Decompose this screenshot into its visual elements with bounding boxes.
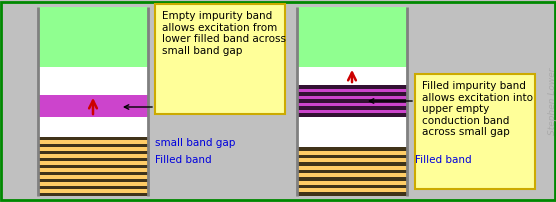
FancyBboxPatch shape: [297, 117, 407, 147]
FancyBboxPatch shape: [297, 8, 407, 68]
FancyBboxPatch shape: [297, 86, 407, 117]
Text: Stephen Lower: Stephen Lower: [548, 67, 556, 135]
FancyBboxPatch shape: [297, 68, 407, 86]
FancyBboxPatch shape: [297, 147, 407, 196]
FancyBboxPatch shape: [297, 93, 407, 96]
Text: small band gap: small band gap: [155, 137, 235, 147]
FancyBboxPatch shape: [38, 144, 148, 148]
FancyBboxPatch shape: [297, 177, 407, 181]
FancyBboxPatch shape: [155, 5, 285, 115]
FancyBboxPatch shape: [38, 179, 148, 182]
FancyBboxPatch shape: [38, 137, 148, 141]
Text: Filled band: Filled band: [155, 154, 212, 164]
FancyBboxPatch shape: [38, 8, 148, 68]
FancyBboxPatch shape: [38, 117, 148, 137]
FancyBboxPatch shape: [297, 162, 407, 166]
FancyBboxPatch shape: [297, 170, 407, 174]
FancyBboxPatch shape: [38, 158, 148, 161]
FancyBboxPatch shape: [297, 114, 407, 117]
Text: Filled impurity band
allows excitation into
upper empty
conduction band
across s: Filled impurity band allows excitation i…: [421, 81, 533, 137]
FancyBboxPatch shape: [297, 185, 407, 188]
FancyBboxPatch shape: [38, 186, 148, 189]
FancyBboxPatch shape: [38, 137, 148, 196]
FancyBboxPatch shape: [38, 96, 148, 117]
FancyBboxPatch shape: [38, 193, 148, 196]
FancyBboxPatch shape: [38, 68, 148, 96]
FancyBboxPatch shape: [297, 155, 407, 159]
FancyBboxPatch shape: [38, 165, 148, 168]
Text: Filled band: Filled band: [415, 154, 471, 164]
FancyBboxPatch shape: [38, 172, 148, 175]
FancyBboxPatch shape: [415, 75, 535, 189]
FancyBboxPatch shape: [38, 151, 148, 155]
FancyBboxPatch shape: [297, 86, 407, 89]
FancyBboxPatch shape: [297, 107, 407, 110]
FancyBboxPatch shape: [297, 147, 407, 151]
FancyBboxPatch shape: [297, 100, 407, 103]
FancyBboxPatch shape: [297, 192, 407, 196]
Text: Empty impurity band
allows excitation from
lower filled band across
small band g: Empty impurity band allows excitation fr…: [162, 11, 286, 56]
